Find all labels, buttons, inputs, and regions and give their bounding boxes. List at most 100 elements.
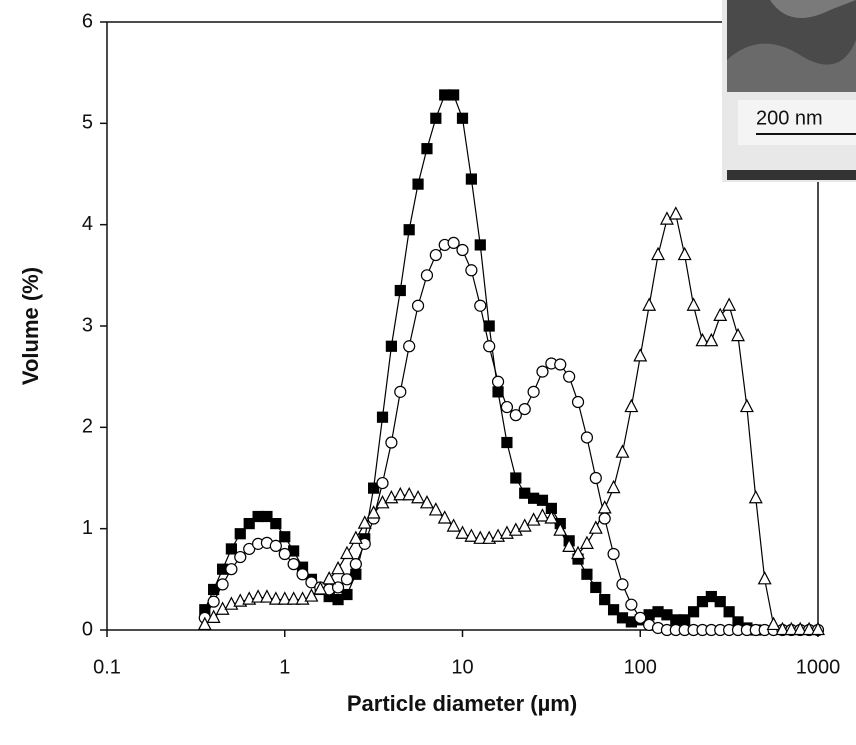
data-point (571, 395, 585, 409)
data-point (225, 543, 237, 555)
data-point (474, 239, 486, 251)
data-point (234, 550, 247, 564)
data-point (268, 591, 283, 605)
data-point (598, 512, 611, 525)
data-point (625, 598, 638, 611)
data-point (695, 332, 710, 347)
data-point (634, 611, 647, 624)
data-point (687, 606, 700, 618)
data-point (287, 558, 300, 571)
inset-bottom (727, 170, 856, 180)
data-point (508, 522, 523, 536)
data-point (430, 112, 442, 124)
x-tick-label: 10 (451, 656, 473, 678)
data-point (766, 616, 781, 631)
data-point (261, 510, 273, 523)
data-point (208, 583, 220, 596)
x-tick-label: 100 (624, 656, 657, 678)
data-point (483, 320, 495, 332)
data-point (518, 402, 531, 416)
data-point (446, 518, 461, 532)
data-point (536, 365, 549, 378)
data-point (731, 327, 745, 342)
data-point (278, 547, 291, 561)
data-point (784, 621, 799, 636)
inset-scale-label: 200 nm (756, 107, 823, 129)
data-point (579, 535, 594, 549)
data-point (456, 112, 469, 124)
data-point (615, 444, 630, 458)
data-point (606, 479, 621, 494)
y-tick-label: 2 (82, 416, 93, 438)
data-point (465, 173, 477, 185)
data-point (739, 398, 754, 413)
data-point (599, 593, 611, 606)
data-point (322, 571, 337, 585)
data-point (588, 520, 603, 534)
y-tick-label: 5 (82, 112, 93, 134)
data-point (385, 436, 398, 449)
data-point (553, 522, 568, 536)
data-point (713, 307, 728, 321)
data-point (580, 431, 594, 444)
data-point (590, 581, 602, 594)
data-point (411, 489, 426, 504)
data-point (607, 604, 620, 616)
data-point (526, 512, 541, 526)
data-point (339, 545, 354, 560)
data-point (775, 621, 790, 636)
data-point (243, 517, 255, 530)
data-point (597, 500, 612, 514)
inset-texture (727, 40, 856, 92)
data-point (331, 581, 345, 594)
data-point (491, 375, 505, 388)
data-point (366, 505, 381, 519)
data-point (536, 494, 549, 506)
data-point (270, 517, 282, 530)
data-point (535, 508, 550, 522)
data-point (429, 248, 442, 262)
data-point (349, 558, 362, 571)
data-point (581, 568, 593, 580)
data-point (225, 563, 238, 576)
data-point (473, 530, 488, 544)
inset-texture (770, 0, 856, 18)
data-point (677, 246, 692, 261)
data-point (668, 206, 683, 220)
data-point (234, 528, 246, 540)
x-tick-label: 1000 (796, 656, 841, 678)
y-tick-label: 0 (82, 618, 93, 640)
data-point (207, 595, 220, 608)
x-axis-title: Particle diameter (µm) (347, 691, 577, 716)
data-point (304, 588, 319, 602)
series-line (204, 242, 818, 631)
data-point (393, 486, 408, 501)
y-tick-label: 4 (82, 213, 93, 235)
data-point (811, 621, 825, 636)
data-point (757, 571, 772, 585)
data-point (412, 178, 424, 190)
data-point (722, 297, 737, 311)
data-point (607, 547, 620, 561)
data-point (455, 525, 470, 539)
data-point (419, 495, 434, 509)
data-point (474, 299, 487, 312)
data-point (544, 510, 559, 524)
data-point (402, 486, 417, 501)
data-point (259, 589, 274, 603)
x-tick-label: 1 (279, 656, 290, 678)
inset-image: 200 nm (722, 0, 856, 182)
data-point (616, 578, 629, 591)
data-point (562, 538, 577, 553)
data-point (368, 482, 380, 494)
data-point (510, 472, 522, 484)
data-point (589, 471, 602, 485)
y-tick-label: 6 (82, 10, 93, 32)
data-point (394, 385, 407, 398)
data-point (723, 606, 735, 618)
data-point (642, 297, 657, 311)
data-point (385, 340, 397, 352)
data-point (492, 386, 504, 398)
